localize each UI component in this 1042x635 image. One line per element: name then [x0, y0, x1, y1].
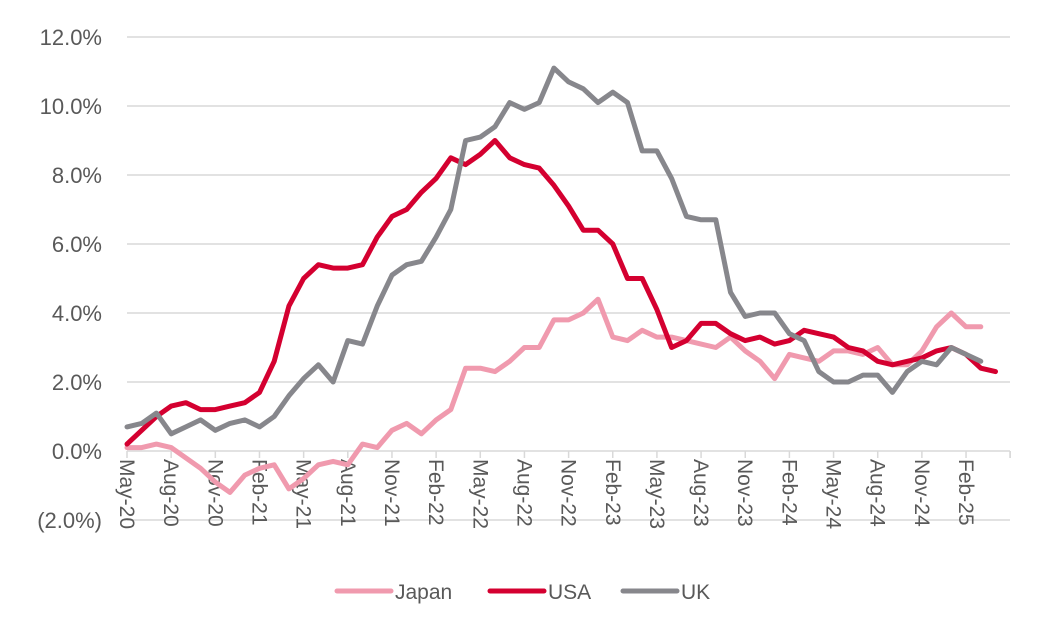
x-tick-label: May-23	[645, 459, 668, 529]
y-tick-label: 2.0%	[52, 370, 102, 395]
x-tick-label: Aug-23	[689, 459, 712, 527]
x-tick-label: May-24	[822, 459, 845, 529]
x-tick-label: Aug-21	[336, 459, 359, 527]
y-tick-label: 10.0%	[40, 94, 102, 119]
x-tick-label: Nov-21	[380, 459, 403, 527]
y-tick-label: 4.0%	[52, 301, 102, 326]
y-axis: (2.0%) 0.0% 2.0% 4.0% 6.0% 8.0% 10.0% 12.0%	[37, 25, 102, 533]
legend-label: USA	[548, 581, 591, 604]
legend-label: Japan	[395, 581, 452, 604]
legend-item-uk: UK	[620, 581, 710, 604]
series-line-uk	[124, 65, 984, 437]
series-line-japan	[124, 296, 984, 495]
x-tick-label: Feb-22	[424, 459, 447, 526]
y-tick-label: 0.0%	[52, 439, 102, 464]
x-tick-label: Aug-22	[512, 459, 535, 527]
x-tick-label: Feb-23	[601, 459, 624, 526]
x-tick-label: Feb-21	[247, 459, 270, 526]
x-tick-label: May-22	[468, 459, 491, 529]
y-tick-label: (2.0%)	[37, 508, 102, 533]
x-tick-label: May-20	[115, 459, 138, 529]
y-tick-label: 8.0%	[52, 163, 102, 188]
series-line-usa	[124, 138, 998, 447]
x-tick-label: Feb-24	[777, 459, 800, 526]
x-axis: May-20 Aug-20 Nov-20 Feb-21 May-21 Aug-21 Nov-…	[115, 450, 1011, 529]
y-tick-label: 6.0%	[52, 232, 102, 257]
legend: Japan USA UK	[334, 581, 710, 604]
x-tick-label: Nov-23	[733, 459, 756, 527]
x-tick-label: Aug-20	[159, 459, 182, 527]
x-tick-label: Nov-24	[910, 459, 933, 527]
x-tick-label: Nov-22	[557, 459, 580, 527]
x-tick-label: Aug-24	[866, 459, 889, 527]
series-lines	[124, 65, 998, 495]
legend-item-usa: USA	[487, 581, 591, 604]
legend-label: UK	[681, 581, 710, 604]
y-tick-label: 12.0%	[40, 25, 102, 50]
gridlines	[127, 36, 1010, 521]
x-tick-label: Feb-25	[954, 459, 977, 526]
x-tick-label: Nov-20	[203, 459, 226, 527]
legend-item-japan: Japan	[334, 581, 452, 604]
